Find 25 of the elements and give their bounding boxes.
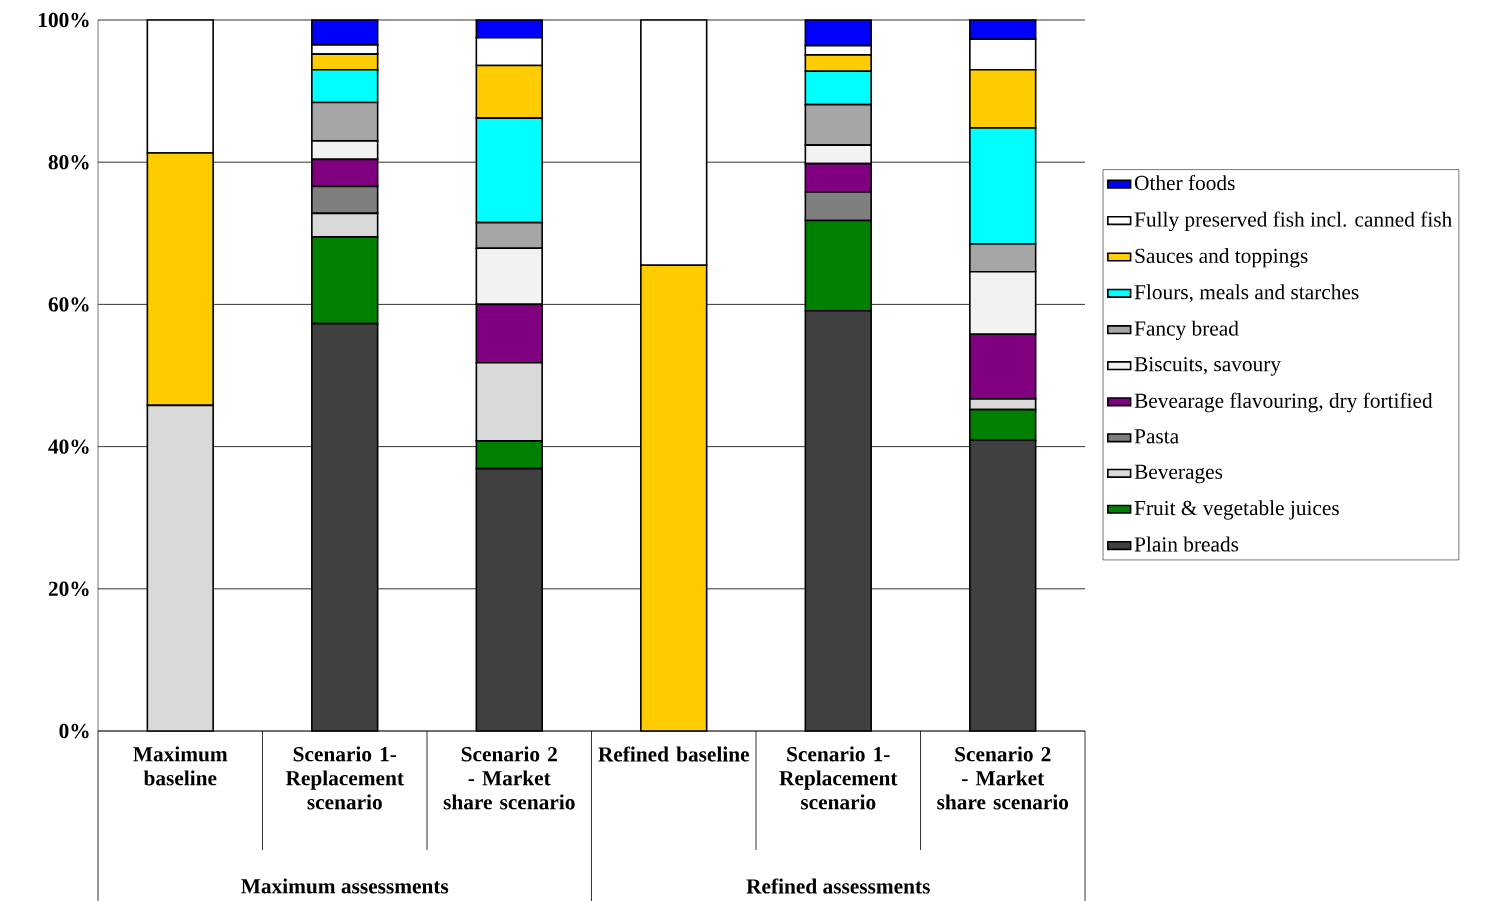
legend-label: Flours, meals and starches	[1134, 284, 1359, 303]
text: Refined assessments	[746, 878, 930, 894]
legend-label: Plain breads	[1134, 536, 1239, 552]
x-tick-label: Scenario 2 - Market share scenario	[937, 746, 1069, 810]
legend-label: Beverages	[1134, 464, 1223, 484]
x-tick-label: Scenario 1- Replacement scenario	[779, 746, 898, 810]
legend-label: Bevearage flavouring, dry fortified	[1134, 392, 1433, 413]
legend-label: Other foods	[1134, 174, 1235, 191]
y-tick-label: 80%	[48, 154, 89, 170]
x-tick-label: Scenario 1- Replacement scenario	[285, 746, 404, 810]
legend-label: Sauces and toppings	[1135, 248, 1308, 268]
x-tick-label: Scenario 2 - Market share scenario	[443, 746, 575, 810]
legend-label: Fruit & vegetable juices	[1134, 500, 1339, 520]
text: Maximum assessments	[241, 878, 449, 894]
y-tick-label: 60%	[48, 297, 89, 312]
legend-label: Biscuits, savoury	[1134, 357, 1281, 376]
legend-label: Fancy bread	[1134, 320, 1239, 341]
y-tick-label: 0%	[59, 723, 89, 739]
x-tick-label: Maximum baseline	[133, 746, 228, 786]
y-tick-label: 40%	[48, 439, 89, 454]
y-tick-label: 100%	[39, 12, 89, 28]
legend-label: Pasta	[1134, 429, 1179, 444]
x-tick-label: Refined baseline	[598, 746, 750, 762]
legend-label: Fully preserved fish incl. canned fish	[1134, 211, 1452, 232]
y-tick-label: 20%	[48, 581, 89, 597]
